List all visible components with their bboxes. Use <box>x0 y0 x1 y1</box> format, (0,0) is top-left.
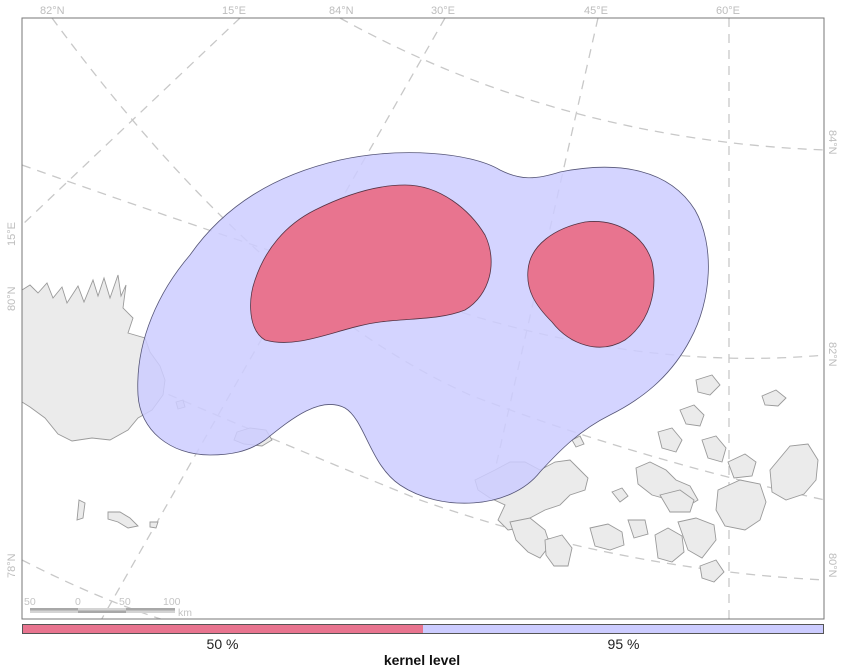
scale-tick-3: 50 <box>119 596 131 608</box>
grat-label-top-30e: 30°E <box>431 5 455 17</box>
svalbard-landmass <box>22 274 166 442</box>
legend-label-95: 95 % <box>607 636 640 652</box>
scale-bar: 50 0 50 100 km <box>24 596 192 619</box>
scale-tick-2: 0 <box>75 596 81 608</box>
grat-label-top-45e: 45°E <box>584 5 608 17</box>
scale-unit: km <box>178 607 192 619</box>
legend-colorbar <box>22 624 824 634</box>
legend-title: kernel level <box>383 652 461 668</box>
grat-label-top-84n: 84°N <box>329 5 354 17</box>
grat-label-left-78n: 78°N <box>6 553 18 578</box>
legend-swatch-50 <box>23 625 423 633</box>
map-canvas: 50 0 50 100 km 82°N 15°E 84°N 30°E 45°E … <box>6 5 838 620</box>
map-panel-border <box>21 17 825 620</box>
legend-labels: 50 % 95 % <box>22 636 824 652</box>
grat-label-left-80n: 80°N <box>6 286 18 311</box>
kernel-50-contour-east <box>527 221 655 348</box>
grat-label-left-15e: 15°E <box>6 222 18 246</box>
grat-label-right-80n: 80°N <box>826 553 838 578</box>
grat-label-top-15e: 15°E <box>222 5 246 17</box>
grat-label-top-60e: 60°E <box>716 5 740 17</box>
scale-tick-4: 100 <box>163 596 181 608</box>
grat-label-right-84n: 84°N <box>826 130 838 155</box>
scale-tick-1: 50 <box>24 596 36 608</box>
grat-label-top-82n: 82°N <box>40 5 65 17</box>
legend-swatch-95 <box>423 625 823 633</box>
grat-label-right-82n: 82°N <box>826 342 838 367</box>
kernel-50-contour-west <box>250 184 492 343</box>
legend-label-50: 50 % <box>206 636 239 652</box>
